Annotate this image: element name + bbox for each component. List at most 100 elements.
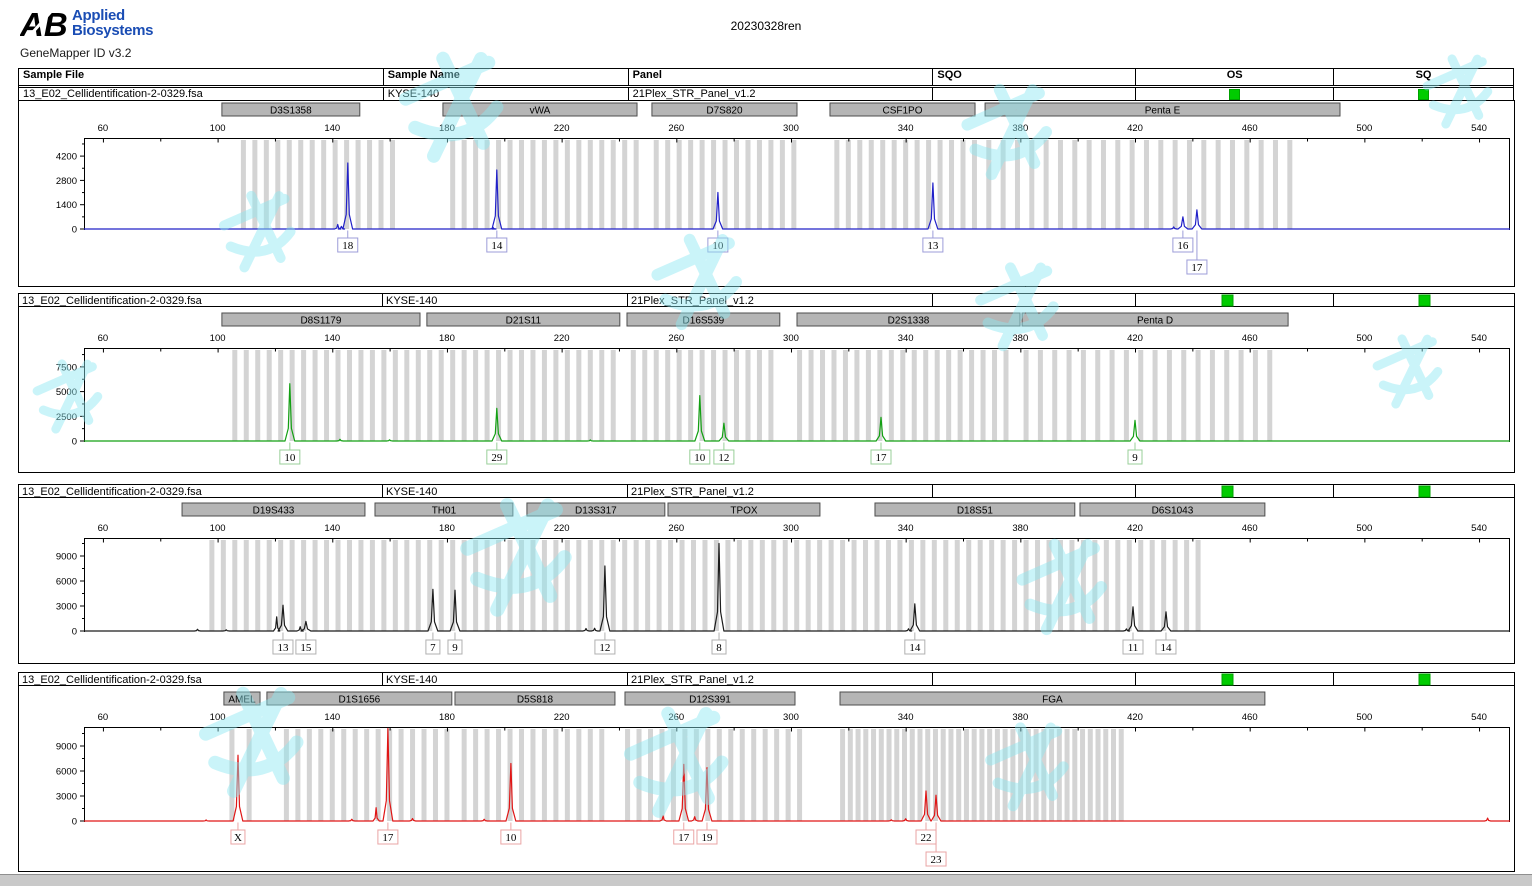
sample-info-row: 13_E02_Cellidentification-2-0329.fsa KYSE… (18, 484, 1515, 498)
svg-text:140: 140 (324, 123, 340, 134)
marker-box (223, 691, 261, 706)
marker-box (651, 102, 798, 117)
marker-label: CSF1PO (882, 106, 922, 117)
marker-label: D8S1179 (300, 316, 341, 327)
svg-text:420: 420 (1127, 523, 1143, 534)
marker-label: TPOX (730, 506, 758, 517)
allele-label-box (594, 639, 616, 655)
sample-file-value: 13_E02_Cellidentification-2-0329.fsa (22, 674, 203, 686)
marker-box (442, 102, 638, 117)
allele-call: 10 (694, 452, 706, 464)
svg-text:340: 340 (898, 712, 914, 723)
marker-label: Penta E (1145, 106, 1181, 117)
marker-label: D1S1656 (339, 695, 381, 706)
marker-box (624, 691, 796, 706)
svg-text:0: 0 (72, 225, 77, 236)
col-panel: Panel (627, 69, 933, 85)
svg-text:9000: 9000 (56, 742, 77, 753)
col-sample-file: Sample File (23, 69, 85, 81)
marker-label: D2S1338 (888, 316, 930, 327)
marker-box (221, 312, 421, 327)
svg-text:300: 300 (783, 123, 799, 134)
allele-label-box (925, 851, 947, 867)
allele-label-box (1127, 449, 1143, 465)
dye-trace-black (84, 542, 1510, 632)
svg-text:300: 300 (783, 523, 799, 534)
y-axis-labels: 0 2500 5000 7500 (56, 362, 77, 447)
x-axis-labels: 60 100 140 180 220 260 300 340 380 420 460 500 540 (98, 712, 1487, 723)
marker-label: D21S11 (506, 316, 542, 327)
sample-name-value: KYSE-140 (386, 486, 437, 498)
svg-text:3000: 3000 (56, 602, 77, 613)
os-pass-flag (1221, 294, 1234, 307)
marker-label: vWA (530, 106, 551, 117)
ab-logo-icon: AB (20, 6, 68, 43)
svg-text:140: 140 (324, 333, 340, 344)
allele-label-box (713, 449, 735, 465)
x-axis (84, 727, 1510, 732)
marker-bar: D19S433 TH01 D13S317 TPOX D18S51 D6S1043 (181, 502, 1266, 517)
allele-bins (209, 540, 1201, 631)
allele-call: X (234, 832, 242, 844)
allele-call: 18 (342, 240, 354, 252)
svg-text:220: 220 (554, 123, 570, 134)
marker-label: D3S1358 (270, 106, 312, 117)
allele-label-box (279, 449, 301, 465)
svg-text:3000: 3000 (56, 792, 77, 803)
svg-text:220: 220 (554, 333, 570, 344)
svg-text:340: 340 (898, 123, 914, 134)
allele-call: 19 (701, 832, 713, 844)
marker-box (426, 312, 621, 327)
allele-labels: 10 29 10 12 17 9 (279, 442, 1143, 465)
col-os: OS (1135, 69, 1333, 85)
svg-text:5000: 5000 (56, 387, 77, 398)
svg-text:6000: 6000 (56, 767, 77, 778)
marker-box (984, 102, 1341, 117)
allele-call: 10 (505, 832, 517, 844)
x-axis (84, 138, 1510, 143)
marker-bar: D8S1179 D21S11 D16S539 D2S1338 Penta D (221, 312, 1289, 327)
marker-label: D13S317 (575, 506, 617, 517)
allele-label-box (1155, 639, 1177, 655)
table-header-row: Sample File Sample Name Panel SQO OS SQ (19, 69, 1513, 88)
svg-text:220: 220 (554, 523, 570, 534)
allele-call: 10 (284, 452, 296, 464)
svg-text:100: 100 (210, 123, 226, 134)
allele-label-box (673, 829, 695, 845)
allele-label-box (707, 237, 729, 253)
sq-pass-flag (1418, 673, 1431, 686)
svg-text:500: 500 (1356, 123, 1372, 134)
os-pass-flag (1229, 89, 1241, 100)
marker-label: D5S818 (517, 695, 554, 706)
svg-text:340: 340 (898, 523, 914, 534)
svg-text:340: 340 (898, 333, 914, 344)
electropherogram-panel-red: 13_E02_Cellidentification-2-0329.fsa KYSE… (18, 672, 1515, 872)
y-axis (80, 538, 1510, 632)
svg-text:500: 500 (1356, 333, 1372, 344)
marker-label: TH01 (432, 506, 457, 517)
allele-call: 8 (716, 642, 722, 654)
allele-label-box (870, 449, 892, 465)
sq-flag-cell (1333, 88, 1513, 102)
panel-value: 21Plex_STR_Panel_v1.2 (627, 88, 933, 102)
svg-text:100: 100 (210, 333, 226, 344)
marker-box (796, 312, 1021, 327)
svg-text:460: 460 (1242, 123, 1258, 134)
app-version: GeneMapper ID v3.2 (20, 46, 132, 60)
marker-label: AMEL (228, 695, 256, 706)
allele-call: 13 (927, 240, 939, 252)
y-axis-labels: 0 3000 6000 9000 (56, 552, 77, 638)
allele-label-box (447, 639, 463, 655)
marker-box (874, 502, 1076, 517)
marker-label: FGA (1042, 695, 1063, 706)
allele-bins (240, 140, 1293, 229)
panel-value: 21Plex_STR_Panel_v1.2 (631, 486, 754, 498)
marker-bar: AMEL D1S1656 D5S818 D12S391 FGA (223, 691, 1266, 706)
marker-label: D6S1043 (1152, 506, 1194, 517)
svg-text:140: 140 (324, 712, 340, 723)
svg-text:380: 380 (1012, 123, 1028, 134)
marker-box (829, 102, 976, 117)
svg-text:1400: 1400 (56, 200, 77, 211)
dye-trace-red (84, 727, 1510, 822)
svg-text:7500: 7500 (56, 362, 77, 373)
